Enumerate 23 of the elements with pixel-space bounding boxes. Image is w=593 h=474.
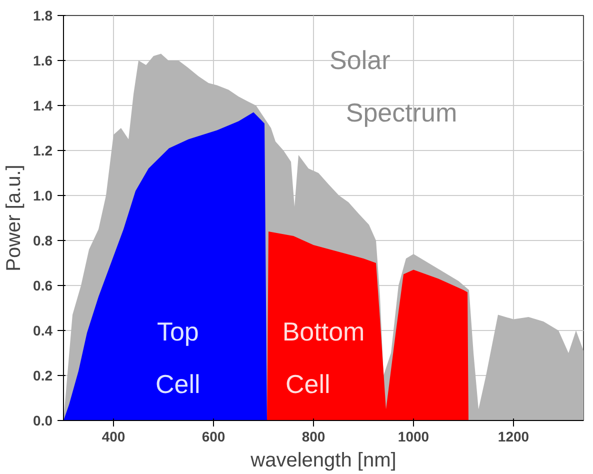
x-tick-label: 400 bbox=[102, 428, 126, 444]
x-tick-label: 600 bbox=[202, 428, 226, 444]
annotation: Top bbox=[156, 316, 199, 346]
annotation: Cell bbox=[286, 369, 330, 400]
y-tick-label: 1.2 bbox=[33, 142, 53, 158]
y-axis-title: Power [a.u.] bbox=[3, 164, 26, 272]
annotation: Spectrum bbox=[346, 98, 458, 128]
y-tick-label: 1.6 bbox=[33, 52, 53, 68]
y-tick-label: 0.8 bbox=[33, 232, 53, 248]
annotation: Solar bbox=[330, 45, 391, 76]
x-axis-title: wavelength [nm] bbox=[250, 450, 396, 472]
x-tick-label: 1200 bbox=[498, 428, 530, 444]
annotation: Bottom bbox=[282, 316, 365, 346]
x-tick-label: 1000 bbox=[398, 428, 430, 444]
y-tick-label: 0.6 bbox=[33, 278, 53, 294]
y-tick-label: 0.4 bbox=[33, 322, 53, 338]
annotation: Cell bbox=[156, 369, 200, 400]
y-tick-label: 0.0 bbox=[33, 412, 53, 428]
y-tick-label: 1.8 bbox=[33, 8, 53, 24]
y-tick-label: 1.4 bbox=[33, 98, 53, 114]
y-tick-label: 0.2 bbox=[33, 368, 53, 384]
y-tick-label: 1.0 bbox=[33, 188, 53, 204]
x-tick-label: 800 bbox=[302, 428, 326, 444]
